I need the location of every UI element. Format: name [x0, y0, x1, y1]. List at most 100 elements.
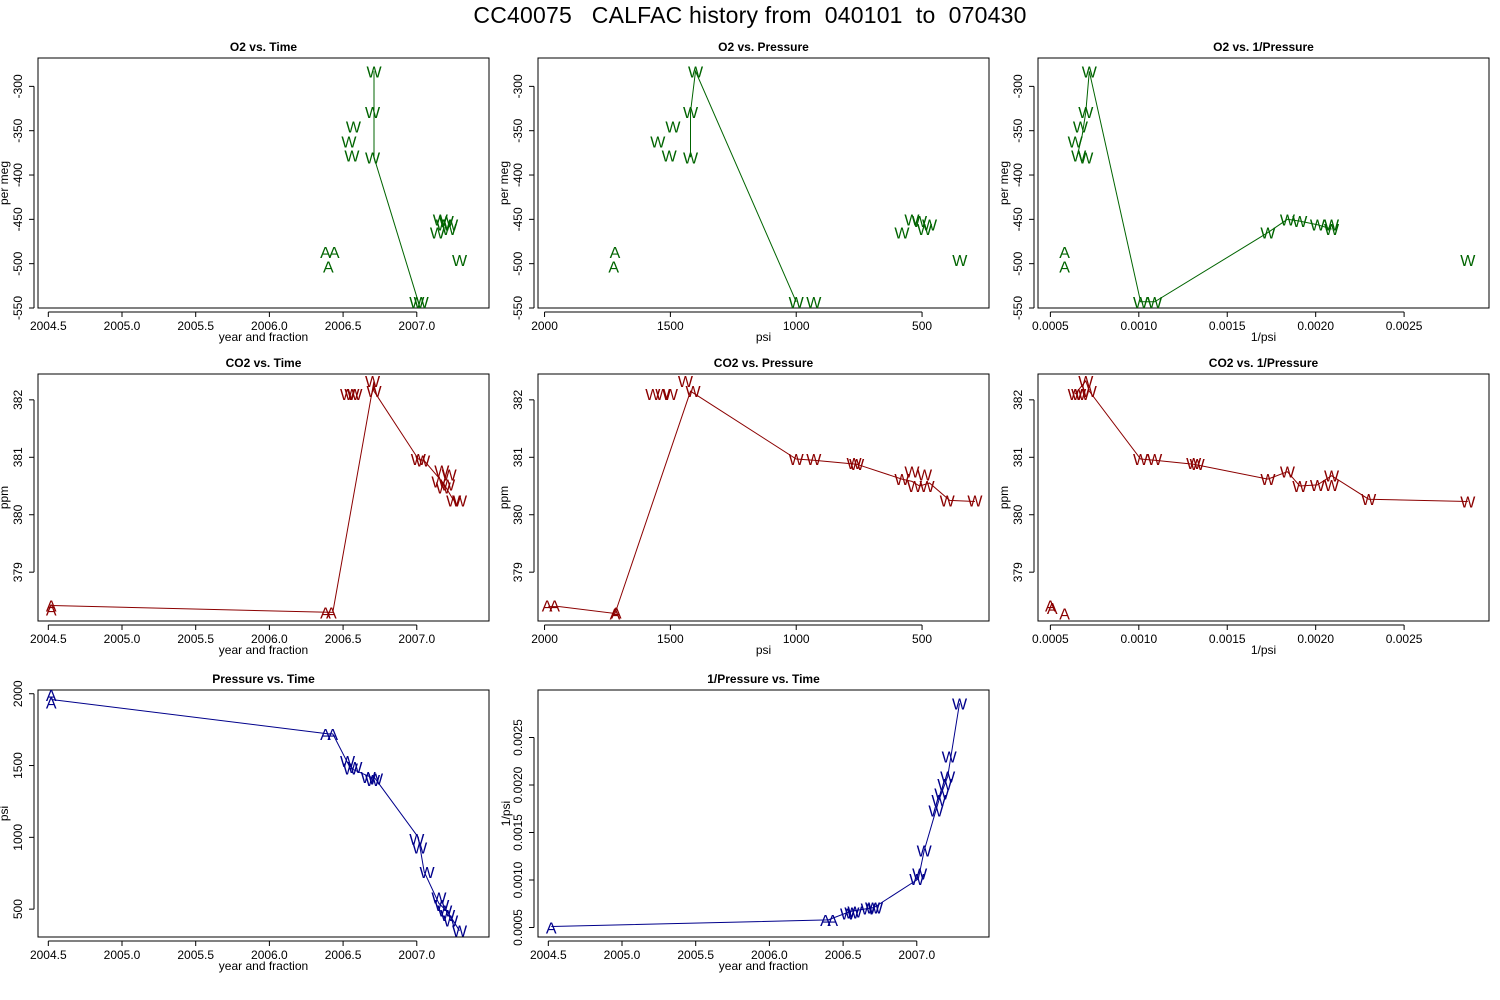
x-tick-label: 0.0020	[1297, 632, 1334, 646]
x-tick-label: 1000	[783, 319, 810, 333]
data-point-marker: W	[688, 64, 704, 81]
series-line	[690, 69, 797, 303]
panel-title: CO2 vs. Pressure	[714, 356, 814, 370]
y-tick-label: -400	[11, 163, 25, 187]
data-point-marker: W	[904, 465, 920, 482]
data-point-marker: W	[663, 387, 679, 404]
data-point-marker: W	[443, 914, 459, 931]
data-point-marker: W	[904, 212, 920, 229]
plot-frame	[37, 57, 490, 309]
x-tick-label: 0.0010	[1120, 632, 1157, 646]
data-point-marker: W	[1147, 452, 1163, 469]
data-point-marker: W	[894, 226, 910, 243]
data-point-marker: A	[320, 727, 331, 744]
data-point-marker: W	[431, 891, 447, 908]
data-point-marker: W	[1280, 465, 1296, 482]
data-point-marker: W	[1310, 218, 1326, 235]
data-point-marker: W	[934, 787, 950, 804]
plot-frame	[37, 689, 490, 938]
data-point-marker: W	[346, 119, 362, 136]
data-point-marker: W	[1260, 472, 1276, 489]
x-axis-label: psi	[756, 643, 771, 657]
data-point-marker: A	[1059, 245, 1070, 262]
plot-frame	[537, 57, 990, 309]
data-point-marker: W	[1078, 374, 1094, 391]
x-tick-label: 0.0015	[1209, 632, 1246, 646]
data-point-marker: W	[366, 64, 382, 81]
data-point-marker: W	[840, 906, 856, 923]
data-point-marker: A	[1059, 259, 1070, 276]
y-tick-label: 500	[11, 899, 25, 919]
data-point-marker: W	[344, 387, 360, 404]
data-point-marker: W	[678, 374, 694, 391]
x-tick-label: 2006.5	[325, 948, 362, 962]
data-point-marker: W	[1073, 119, 1089, 136]
x-axis-label: 1/psi	[1251, 643, 1276, 657]
data-point-marker: W	[440, 477, 456, 494]
data-point-marker: W	[931, 793, 947, 810]
y-tick-label: -450	[511, 207, 525, 231]
data-point-marker: W	[434, 898, 450, 915]
data-point-marker: W	[443, 218, 459, 235]
x-tick-label: 2000	[531, 632, 558, 646]
x-tick-label: 2006.0	[251, 632, 288, 646]
data-point-marker: A	[326, 605, 337, 622]
data-point-marker: W	[917, 222, 933, 239]
x-tick-label: 2006.0	[251, 319, 288, 333]
y-tick-label: 0.0010	[511, 861, 525, 898]
x-tick-label: 1500	[657, 632, 684, 646]
data-point-marker: W	[909, 872, 925, 889]
data-point-marker: W	[1260, 226, 1276, 243]
x-axis-label: year and fraction	[219, 959, 308, 973]
data-point-marker: A	[610, 245, 621, 262]
data-point-marker: A	[827, 913, 838, 930]
data-point-marker: W	[1324, 469, 1340, 486]
data-point-marker: W	[847, 456, 863, 473]
data-point-marker: A	[327, 727, 338, 744]
data-point-marker: A	[46, 603, 57, 620]
data-point-marker: W	[1147, 295, 1163, 312]
data-point-marker: W	[1068, 134, 1084, 151]
x-tick-label: 2007.0	[398, 319, 435, 333]
data-point-marker: A	[320, 245, 331, 262]
data-point-marker: W	[868, 901, 884, 918]
data-point-marker: W	[861, 902, 877, 919]
panel-title: 1/Pressure vs. Time	[707, 672, 820, 686]
y-axis-label: ppm	[0, 486, 11, 509]
data-point-marker: W	[365, 773, 381, 790]
panel-o2-vs-time: O2 vs. Time 2004.5 2005.0 2005.5 2006.0 2006.…	[0, 40, 490, 344]
data-point-marker: W	[436, 218, 452, 235]
y-tick-label: 381	[1011, 447, 1025, 467]
data-point-marker: W	[907, 479, 923, 496]
data-point-marker: W	[912, 214, 928, 231]
x-tick-label: 2006.0	[751, 948, 788, 962]
data-point-marker: W	[844, 905, 860, 922]
y-tick-label: -550	[11, 296, 25, 320]
y-tick-label: -500	[1011, 251, 1025, 275]
data-point-marker: W	[1292, 214, 1308, 231]
y-tick-label: 381	[511, 447, 525, 467]
data-point-marker: W	[434, 464, 450, 481]
data-point-marker: A	[1047, 601, 1058, 618]
x-tick-label: 0.0020	[1297, 319, 1334, 333]
y-tick-label: 380	[1011, 504, 1025, 524]
panel-o2-vs-pressure: O2 vs. Pressure 2000 1500 1000 500 psi -300 -35…	[497, 40, 990, 344]
y-tick-label: -350	[511, 118, 525, 142]
data-point-marker: W	[409, 295, 425, 312]
data-point-marker: W	[1292, 479, 1308, 496]
x-tick-label: 2004.5	[30, 948, 67, 962]
data-point-marker: W	[922, 218, 938, 235]
data-point-marker: W	[452, 253, 468, 270]
y-tick-label: 0.0025	[511, 719, 525, 756]
data-point-marker: W	[1082, 64, 1098, 81]
data-point-marker: W	[928, 804, 944, 821]
series-line	[51, 380, 455, 613]
x-tick-label: 0.0025	[1386, 319, 1423, 333]
y-axis-label: psi	[0, 806, 11, 821]
data-point-marker: W	[365, 105, 381, 122]
panel-title: O2 vs. 1/Pressure	[1213, 40, 1314, 54]
y-tick-label: 382	[1011, 390, 1025, 410]
x-tick-label: 2005.5	[177, 632, 214, 646]
series-line	[51, 699, 460, 931]
data-point-marker: W	[1324, 478, 1340, 495]
